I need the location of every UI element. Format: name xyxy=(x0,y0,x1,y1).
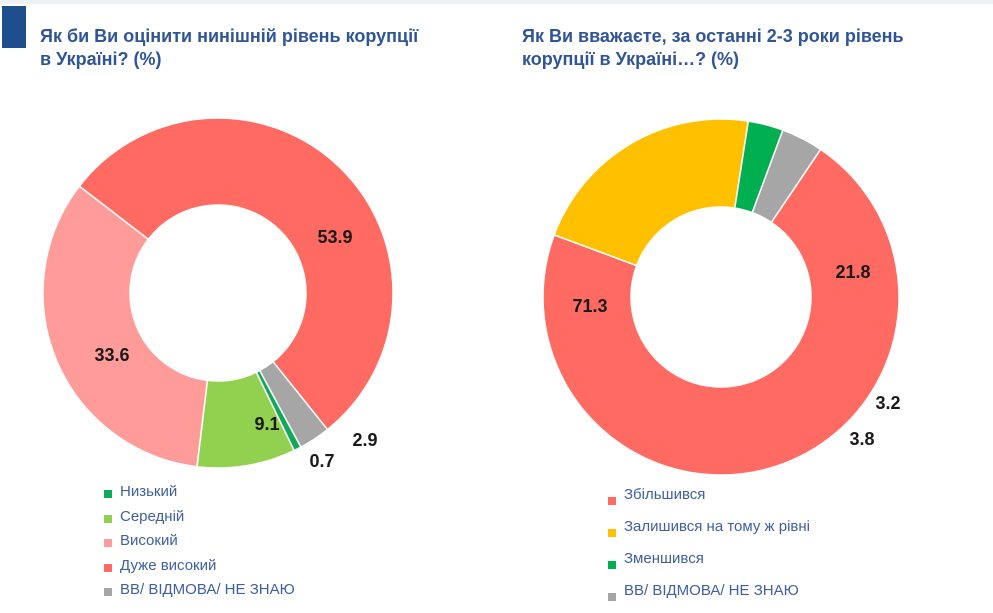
chart-2-data-label-0: 71.3 xyxy=(572,296,607,316)
chart-2-title: Як Ви вважаєте, за останні 2-3 роки ріве… xyxy=(522,26,904,69)
chart-2-slice-1 xyxy=(553,118,750,267)
legend-swatch xyxy=(608,593,616,601)
legend-swatch xyxy=(104,539,112,548)
chart-1-legend: Низький Середній Високий Дуже високий ВВ/ ВІ… xyxy=(104,482,295,605)
legend-label: Залишився на тому ж рівні xyxy=(624,518,810,535)
legend-swatch xyxy=(104,490,112,499)
chart-1-data-label-4: 2.9 xyxy=(352,430,377,450)
chart-2-legend-item-2: Зменшився xyxy=(608,549,810,581)
chart-1-data-label-0: 0.7 xyxy=(309,451,334,471)
chart-2-slice-0 xyxy=(542,148,900,476)
legend-label: Низький xyxy=(120,483,178,500)
chart-1-data-label-1: 9.1 xyxy=(254,414,279,434)
chart-1-legend-item-1: Середній xyxy=(104,507,295,532)
legend-label: Середній xyxy=(120,507,185,525)
top-divider xyxy=(0,0,993,4)
chart-1-slice-3 xyxy=(78,117,394,431)
legend-label: Високий xyxy=(120,532,178,549)
legend-label: Зменшився xyxy=(624,550,704,567)
legend-label: Збільшився xyxy=(624,486,706,503)
slide-accent-bar xyxy=(2,6,26,48)
chart-2-data-label-1: 21.8 xyxy=(835,262,870,282)
chart-1-data-label-2: 33.6 xyxy=(94,345,129,365)
legend-swatch xyxy=(608,561,616,569)
legend-swatch xyxy=(608,497,616,505)
chart-1-slice-4 xyxy=(258,360,329,449)
chart-2-legend-item-3: ВВ/ ВІДМОВА/ НЕ ЗНАЮ xyxy=(608,581,810,613)
chart-2-data-label-3: 3.8 xyxy=(849,429,874,449)
legend-label: ВВ/ ВІДМОВА/ НЕ ЗНАЮ xyxy=(120,581,295,598)
chart-2-legend: Збільшився Залишився на тому ж рівні Зменш… xyxy=(608,485,810,613)
chart-1-title: Як би Ви оцінити нинішній рівень корупці… xyxy=(40,26,419,69)
legend-label: Дуже високий xyxy=(120,556,217,574)
chart-2-data-label-2: 3.2 xyxy=(875,393,900,413)
chart-1-data-label-3: 53.9 xyxy=(317,227,352,247)
chart-2-legend-item-0: Збільшився xyxy=(608,485,810,517)
chart-1-legend-item-0: Низький xyxy=(104,482,295,507)
legend-swatch xyxy=(104,563,112,572)
legend-label: ВВ/ ВІДМОВА/ НЕ ЗНАЮ xyxy=(624,582,799,599)
legend-swatch xyxy=(608,529,616,537)
legend-swatch xyxy=(104,514,112,523)
chart-2-slice-3 xyxy=(751,129,822,224)
legend-swatch xyxy=(104,588,112,597)
chart-1-legend-item-4: ВВ/ ВІДМОВА/ НЕ ЗНАЮ xyxy=(104,580,295,605)
chart-2-legend-item-1: Залишився на тому ж рівні xyxy=(608,517,810,549)
chart-1-slice-2 xyxy=(42,185,209,468)
chart-1-legend-item-2: Високий xyxy=(104,531,295,556)
chart-1-legend-item-3: Дуже високий xyxy=(104,556,295,581)
